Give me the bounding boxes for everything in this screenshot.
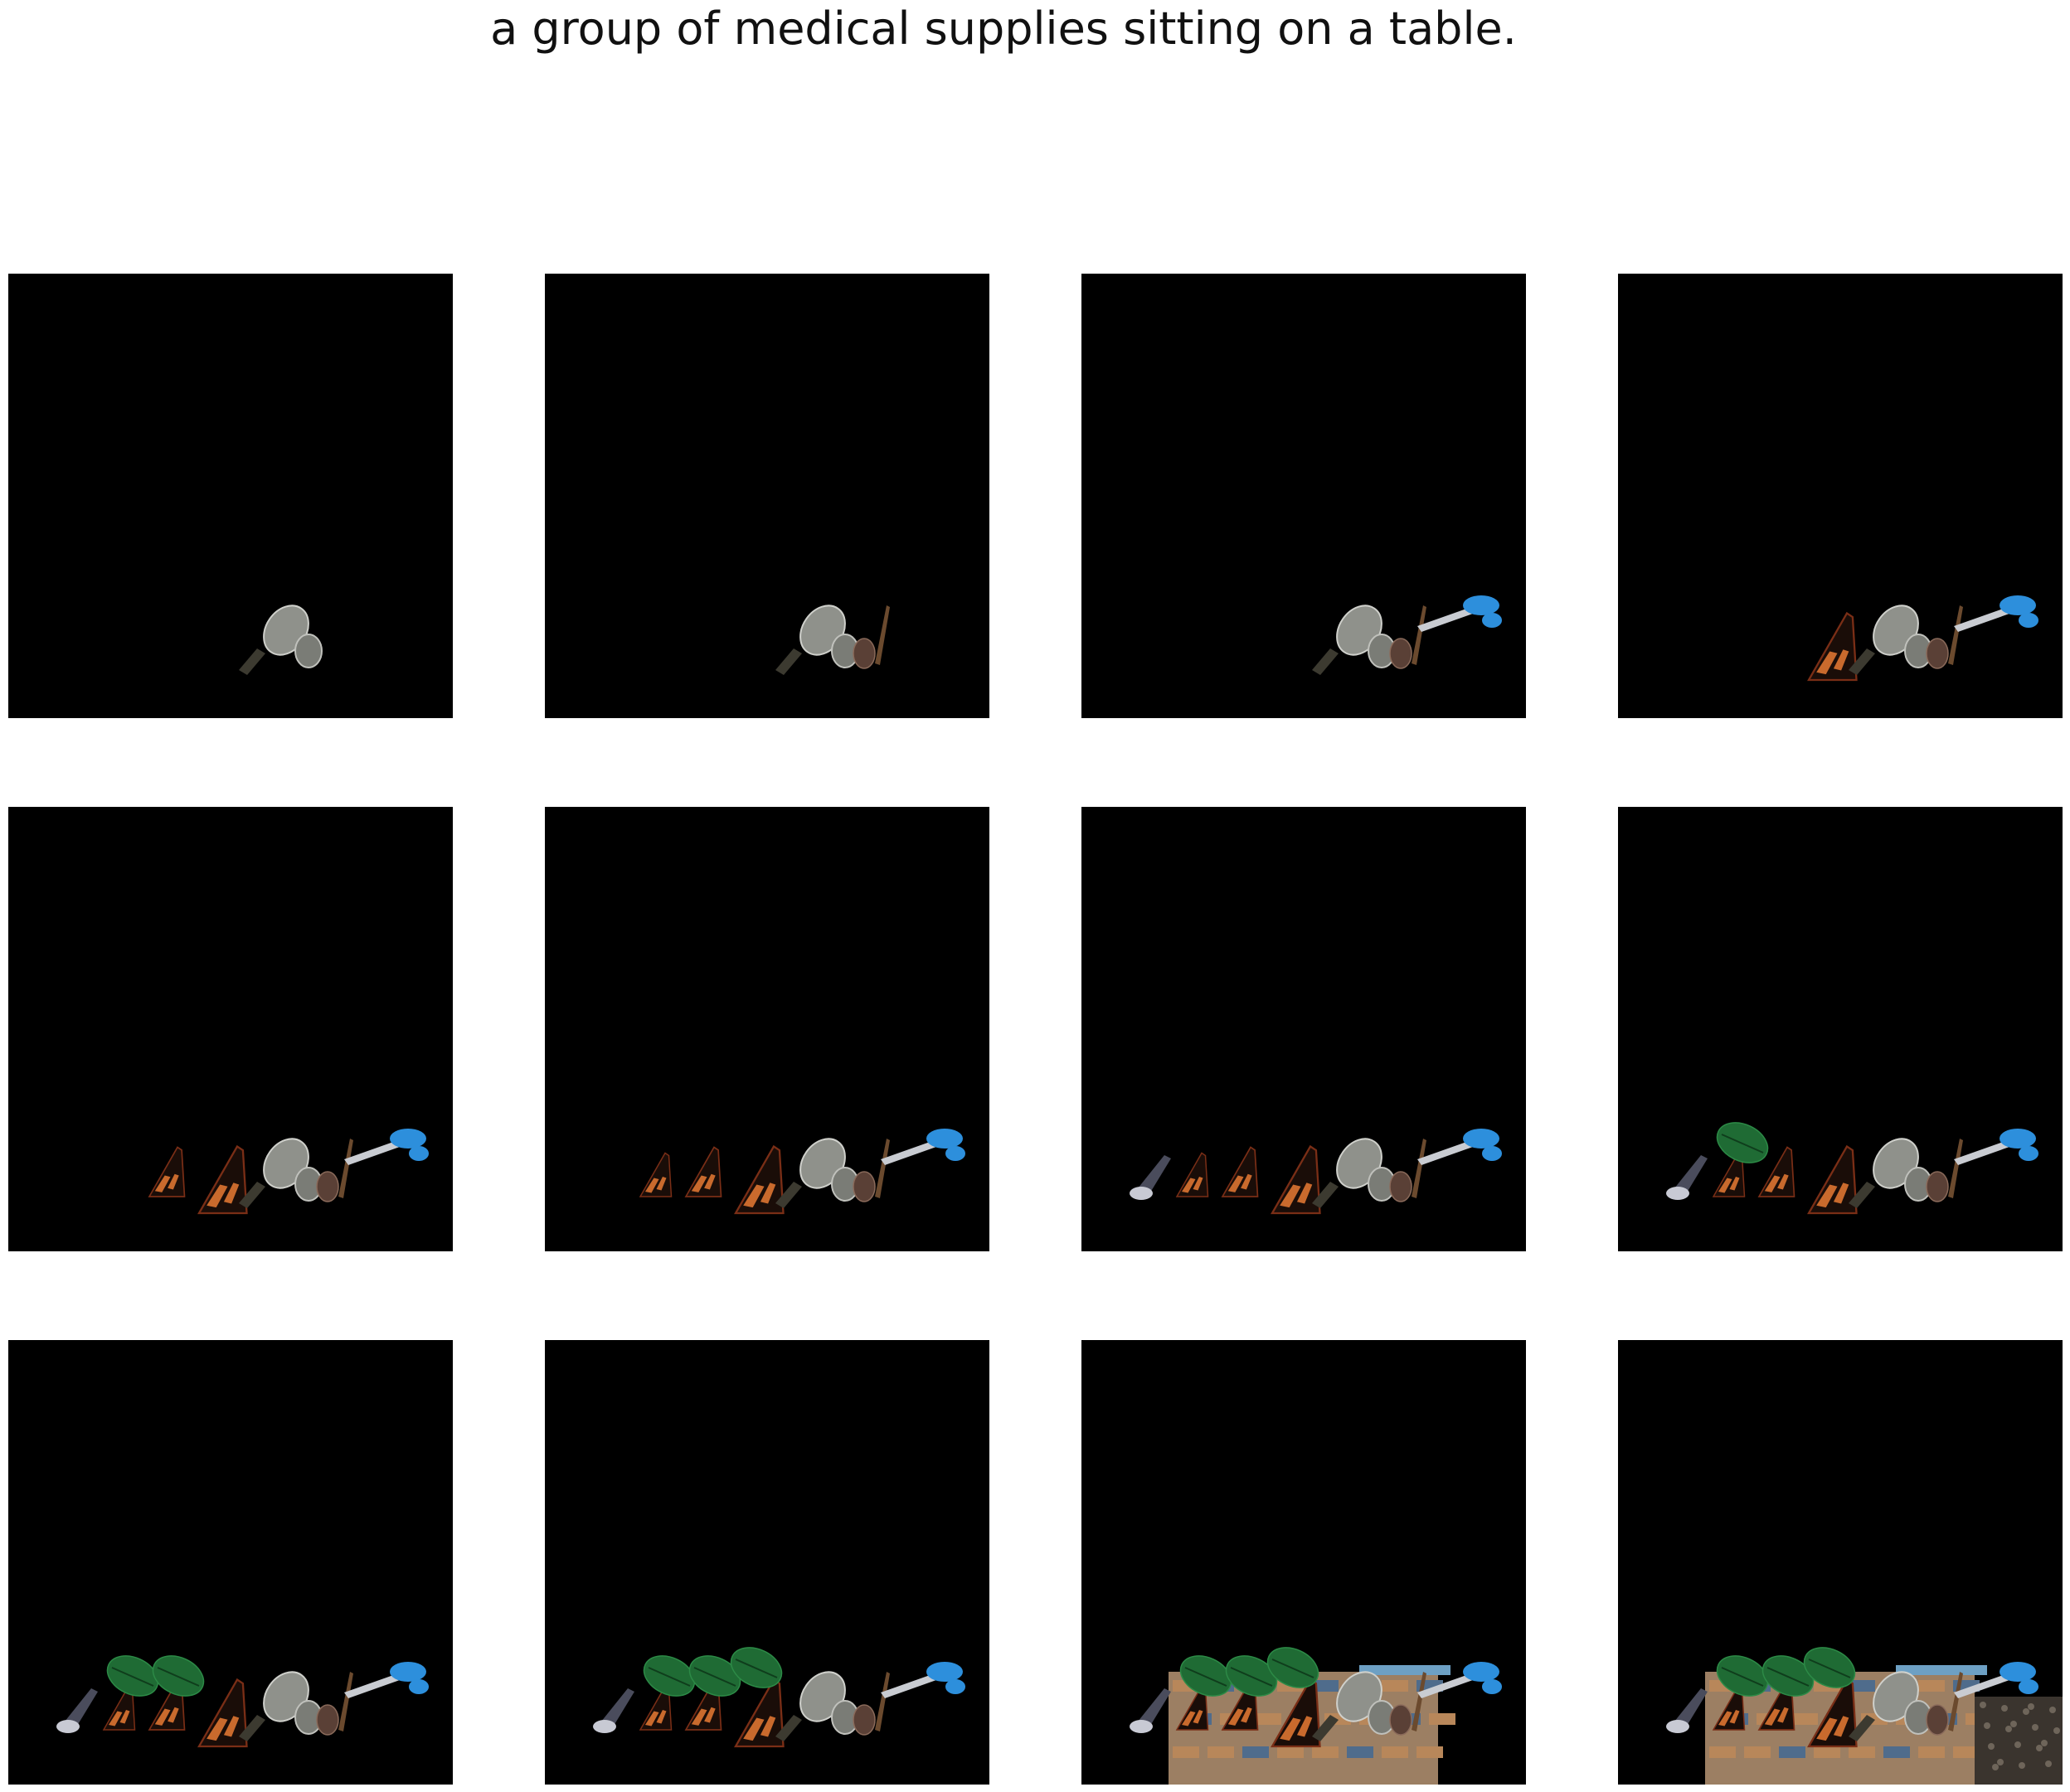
image-panel-7	[1081, 807, 1526, 1251]
dental-mirror	[1312, 1138, 1396, 1208]
orange-item-3	[102, 1685, 136, 1731]
blue-scissors	[344, 1129, 429, 1165]
dark-clip	[1130, 1155, 1171, 1200]
orange-item-1	[1271, 1678, 1321, 1748]
orange-item-1	[197, 1144, 248, 1215]
brown-bottle	[853, 605, 890, 669]
figure-caption: a group of medical supplies sitting on a…	[490, 2, 1517, 55]
blue-scissors	[881, 1662, 965, 1698]
blue-scissors	[1954, 1129, 2038, 1165]
panel-canvas	[239, 605, 323, 675]
panel-canvas	[593, 1647, 965, 1748]
blue-scissors	[1417, 595, 1502, 632]
green-leaf-3	[1266, 1647, 1319, 1688]
dark-texture-patch	[1975, 1697, 2063, 1785]
green-leaf-3	[1803, 1647, 1856, 1688]
green-leaf-1	[643, 1655, 696, 1697]
brown-bottle	[1389, 1139, 1426, 1202]
dental-mirror	[239, 1671, 323, 1741]
blue-scissors	[1954, 1662, 2038, 1698]
panel-canvas	[1807, 595, 2038, 682]
brown-bottle	[853, 1139, 890, 1202]
green-leaf-1	[106, 1655, 159, 1697]
green-leaf-1	[1716, 1122, 1769, 1163]
image-panel-6	[545, 807, 989, 1251]
dark-clip	[1666, 1155, 1708, 1200]
panel-canvas	[148, 1129, 429, 1215]
brown-bottle	[1926, 1139, 1963, 1202]
dental-mirror	[1849, 1138, 1932, 1208]
dark-clip	[593, 1688, 634, 1733]
orange-item-3	[1175, 1152, 1209, 1197]
image-panel-8	[1618, 807, 2063, 1251]
brown-bottle	[316, 1139, 353, 1202]
panel-canvas	[639, 1129, 965, 1215]
brown-bottle	[1389, 1672, 1426, 1736]
orange-item-1	[734, 1678, 785, 1748]
image-panel-9	[8, 1340, 453, 1785]
orange-item-2	[1757, 1146, 1795, 1197]
dental-mirror	[775, 1671, 859, 1741]
blue-scissors	[1417, 1662, 1502, 1698]
panel-canvas	[1666, 1122, 2038, 1215]
image-panel-4	[1618, 274, 2063, 718]
image-panel-1	[8, 274, 453, 718]
green-leaf-2	[1225, 1655, 1278, 1697]
orange-item-1	[1807, 611, 1858, 682]
blue-scissors	[881, 1129, 965, 1165]
orange-item-3	[639, 1152, 673, 1197]
panel-canvas	[1130, 1129, 1502, 1215]
orange-item-1	[1807, 1678, 1858, 1748]
dental-mirror	[1849, 1671, 1932, 1741]
panel-canvas	[1312, 595, 1502, 675]
orange-item-2	[1221, 1146, 1259, 1197]
image-panel-11	[1081, 1340, 1526, 1785]
brown-bottle	[316, 1672, 353, 1736]
green-leaf-2	[152, 1655, 205, 1697]
orange-item-1	[1807, 1144, 1858, 1215]
orange-item-2	[684, 1146, 722, 1197]
dental-mirror	[775, 605, 859, 675]
blue-scissors	[1954, 595, 2038, 632]
dark-clip	[56, 1688, 98, 1733]
dental-mirror	[239, 605, 323, 675]
image-panel-2	[545, 274, 989, 718]
dark-clip	[1666, 1688, 1708, 1733]
panel-canvas	[56, 1655, 429, 1748]
orange-item-1	[1271, 1144, 1321, 1215]
blue-scissors	[1417, 1129, 1502, 1165]
brown-bottle	[853, 1672, 890, 1736]
panel-canvas	[775, 605, 890, 675]
image-panel-12	[1618, 1340, 2063, 1785]
orange-item-1	[734, 1144, 785, 1215]
dental-mirror	[775, 1138, 859, 1208]
green-leaf-3	[730, 1647, 783, 1688]
orange-item-1	[197, 1678, 248, 1748]
dental-mirror	[1312, 605, 1396, 675]
orange-item-2	[148, 1146, 186, 1197]
dental-mirror	[239, 1138, 323, 1208]
image-panel-3	[1081, 274, 1526, 718]
green-leaf-1	[1716, 1655, 1769, 1697]
image-panel-5	[8, 807, 453, 1251]
blue-scissors	[344, 1662, 429, 1698]
green-leaf-2	[688, 1655, 741, 1697]
brown-bottle	[1926, 1672, 1963, 1736]
panel-canvas	[1130, 1647, 1502, 1785]
brown-bottle	[1389, 605, 1426, 669]
brown-bottle	[1926, 605, 1963, 669]
dental-mirror	[1849, 605, 1932, 675]
green-leaf-2	[1761, 1655, 1815, 1697]
dark-clip	[1130, 1688, 1171, 1733]
image-panel-10	[545, 1340, 989, 1785]
green-leaf-1	[1179, 1655, 1232, 1697]
panel-canvas	[1666, 1647, 2063, 1785]
